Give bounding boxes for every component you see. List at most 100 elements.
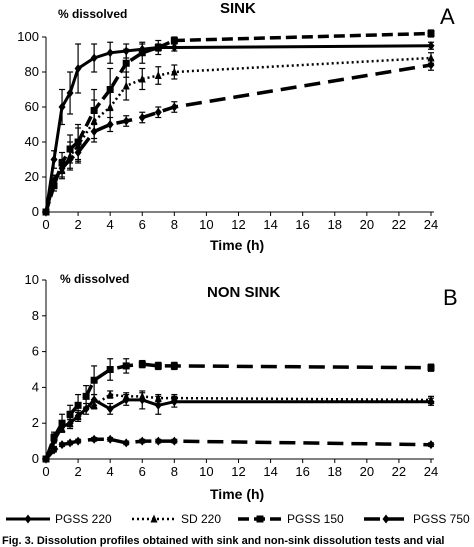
panel-b-x-tick-label: 14 bbox=[263, 464, 277, 479]
legend-item-pgss-750: PGSS 750 bbox=[364, 512, 470, 526]
panel-a-x-tick-label: 16 bbox=[295, 217, 309, 232]
panel-b-x-tick-label: 8 bbox=[171, 464, 178, 479]
data-point bbox=[170, 67, 178, 76]
data-point bbox=[42, 454, 50, 464]
data-point bbox=[170, 102, 178, 112]
data-point bbox=[154, 107, 162, 117]
data-point bbox=[170, 436, 178, 446]
data-point bbox=[58, 102, 66, 112]
data-point bbox=[42, 207, 50, 217]
series-line bbox=[44, 362, 432, 460]
legend-item-pgss-220: PGSS 220 bbox=[6, 512, 112, 526]
data-point bbox=[427, 41, 435, 51]
data-point bbox=[427, 395, 435, 404]
panel-a-x-tick-label: 2 bbox=[74, 217, 81, 232]
data-point bbox=[106, 48, 114, 58]
panel-b-y-tick-label: 2 bbox=[32, 415, 39, 430]
data-point bbox=[122, 438, 130, 448]
legend-label: PGSS 150 bbox=[287, 512, 344, 526]
data-point bbox=[427, 364, 435, 372]
data-point bbox=[106, 404, 114, 414]
panel-b-y-tick-label: 8 bbox=[32, 308, 39, 323]
data-point bbox=[170, 362, 178, 370]
data-point bbox=[170, 43, 178, 52]
legend-marker bbox=[150, 514, 158, 523]
panel-a-series-pgss-750 bbox=[42, 59, 435, 217]
legend-marker bbox=[24, 514, 32, 524]
data-point bbox=[58, 163, 66, 173]
data-point bbox=[50, 445, 58, 455]
panel-b-x-tick-label: 22 bbox=[392, 464, 406, 479]
panel-a-series-sd-220 bbox=[42, 52, 435, 216]
legend-label: PGSS 750 bbox=[413, 512, 470, 526]
panel-a-letter: A bbox=[440, 4, 455, 29]
panel-b-x-tick-label: 10 bbox=[199, 464, 213, 479]
data-point bbox=[90, 53, 98, 63]
legend: PGSS 220 SD 220 PGSS 150 PGSS 750 bbox=[6, 512, 470, 526]
data-point bbox=[154, 44, 162, 51]
data-point bbox=[90, 127, 98, 136]
panel-b-x-tick-label: 12 bbox=[231, 464, 245, 479]
data-point bbox=[74, 401, 82, 409]
data-point bbox=[74, 138, 82, 146]
panel-b-y-tick-label: 0 bbox=[32, 451, 39, 466]
panel-a-x-tick-label: 24 bbox=[424, 217, 438, 232]
panel-a-x-tick-label: 22 bbox=[392, 217, 406, 232]
data-point bbox=[154, 436, 162, 446]
data-point bbox=[154, 400, 162, 410]
panel-a-y-tick-label: 0 bbox=[32, 204, 39, 219]
panel-a-y-tick-label: 60 bbox=[25, 99, 39, 114]
data-point bbox=[122, 362, 130, 370]
panel-b-x-tick-label: 0 bbox=[42, 464, 49, 479]
data-point bbox=[138, 436, 146, 446]
data-point bbox=[66, 145, 74, 153]
panel-a-y-tick-label: 40 bbox=[25, 134, 39, 149]
data-point bbox=[122, 81, 130, 90]
legend-marker bbox=[382, 514, 390, 524]
panel-a-title: SINK bbox=[220, 0, 256, 17]
data-point bbox=[74, 436, 82, 446]
panel-a-y-tick-label: 100 bbox=[17, 29, 39, 44]
data-point bbox=[106, 434, 114, 444]
series-line bbox=[44, 63, 432, 213]
series-line bbox=[44, 398, 431, 460]
data-point bbox=[66, 155, 74, 164]
data-point bbox=[154, 393, 162, 402]
data-point bbox=[50, 155, 58, 164]
data-point bbox=[427, 440, 435, 450]
data-point bbox=[58, 419, 66, 427]
data-point bbox=[90, 434, 98, 444]
chart-panel-b: % dissolved NON SINK B Time (h) 02468100… bbox=[25, 272, 458, 502]
panel-a-x-tick-label: 14 bbox=[263, 217, 277, 232]
data-point bbox=[138, 113, 146, 122]
panel-b-letter: B bbox=[443, 285, 458, 310]
data-point bbox=[90, 107, 98, 114]
panel-a-x-tick-label: 4 bbox=[107, 217, 114, 232]
data-point bbox=[66, 88, 74, 98]
legend-item-sd-220: SD 220 bbox=[132, 512, 221, 526]
panel-b-series-pgss-150 bbox=[42, 358, 435, 463]
data-point bbox=[90, 400, 98, 409]
panel-b-series-pgss-750 bbox=[42, 434, 435, 464]
data-point bbox=[154, 71, 162, 79]
legend-label: SD 220 bbox=[181, 512, 221, 526]
figure-caption: Fig. 3. Dissolution profiles obtained wi… bbox=[2, 535, 445, 547]
panel-a-x-tick-label: 0 bbox=[42, 217, 49, 232]
panel-a-y-tick-label: 20 bbox=[25, 169, 39, 184]
data-point bbox=[138, 360, 146, 368]
panel-a-x-tick-label: 10 bbox=[199, 217, 213, 232]
panel-b-x-tick-label: 20 bbox=[360, 464, 374, 479]
panel-b-series-pgss-220 bbox=[42, 390, 435, 464]
panel-a-ylabel: % dissolved bbox=[58, 7, 127, 21]
series-line bbox=[44, 437, 432, 461]
panel-b-y-tick-label: 10 bbox=[25, 272, 39, 287]
data-point bbox=[138, 49, 146, 57]
data-point bbox=[122, 116, 130, 126]
panel-b-y-tick-label: 4 bbox=[32, 379, 39, 394]
data-point bbox=[122, 391, 130, 400]
panel-b-y-tick-label: 6 bbox=[32, 344, 39, 359]
panel-b-xlabel: Time (h) bbox=[210, 486, 264, 502]
data-point bbox=[106, 366, 114, 373]
